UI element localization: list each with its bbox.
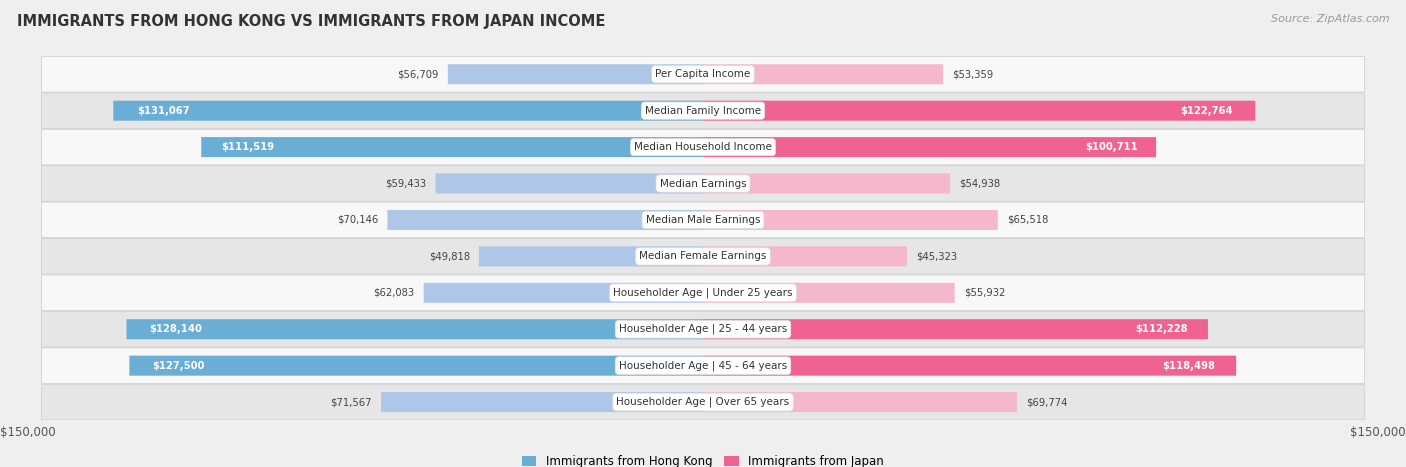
Text: $127,500: $127,500 — [152, 361, 205, 371]
FancyBboxPatch shape — [42, 57, 1364, 92]
FancyBboxPatch shape — [479, 247, 703, 266]
FancyBboxPatch shape — [703, 210, 998, 230]
Text: Median Family Income: Median Family Income — [645, 106, 761, 116]
Text: $112,228: $112,228 — [1135, 324, 1188, 334]
Legend: Immigrants from Hong Kong, Immigrants from Japan: Immigrants from Hong Kong, Immigrants fr… — [517, 450, 889, 467]
FancyBboxPatch shape — [449, 64, 703, 84]
Text: $49,818: $49,818 — [429, 251, 470, 262]
FancyBboxPatch shape — [388, 210, 703, 230]
Text: $65,518: $65,518 — [1007, 215, 1047, 225]
Text: Median Male Earnings: Median Male Earnings — [645, 215, 761, 225]
FancyBboxPatch shape — [423, 283, 703, 303]
Text: $128,140: $128,140 — [149, 324, 202, 334]
Text: $122,764: $122,764 — [1181, 106, 1233, 116]
Text: Median Household Income: Median Household Income — [634, 142, 772, 152]
FancyBboxPatch shape — [42, 311, 1364, 347]
Text: $131,067: $131,067 — [136, 106, 190, 116]
Text: $118,498: $118,498 — [1161, 361, 1215, 371]
Text: Householder Age | 25 - 44 years: Householder Age | 25 - 44 years — [619, 324, 787, 334]
FancyBboxPatch shape — [703, 64, 943, 84]
FancyBboxPatch shape — [436, 174, 703, 193]
Text: $62,083: $62,083 — [374, 288, 415, 298]
FancyBboxPatch shape — [703, 247, 907, 266]
FancyBboxPatch shape — [42, 93, 1364, 128]
FancyBboxPatch shape — [42, 384, 1364, 420]
Text: $70,146: $70,146 — [337, 215, 378, 225]
Text: Median Earnings: Median Earnings — [659, 178, 747, 189]
FancyBboxPatch shape — [703, 392, 1017, 412]
Text: $100,711: $100,711 — [1085, 142, 1137, 152]
FancyBboxPatch shape — [114, 101, 703, 120]
FancyBboxPatch shape — [381, 392, 703, 412]
Text: $71,567: $71,567 — [330, 397, 373, 407]
Text: $111,519: $111,519 — [221, 142, 274, 152]
Text: Householder Age | Under 25 years: Householder Age | Under 25 years — [613, 288, 793, 298]
Text: Median Female Earnings: Median Female Earnings — [640, 251, 766, 262]
Text: $56,709: $56,709 — [398, 69, 439, 79]
Text: Householder Age | Over 65 years: Householder Age | Over 65 years — [616, 397, 790, 407]
Text: $54,938: $54,938 — [959, 178, 1000, 189]
Text: $53,359: $53,359 — [952, 69, 993, 79]
Text: $59,433: $59,433 — [385, 178, 426, 189]
FancyBboxPatch shape — [42, 202, 1364, 238]
FancyBboxPatch shape — [703, 319, 1208, 339]
FancyBboxPatch shape — [703, 137, 1156, 157]
Text: $69,774: $69,774 — [1026, 397, 1067, 407]
FancyBboxPatch shape — [42, 129, 1364, 165]
Text: Householder Age | 45 - 64 years: Householder Age | 45 - 64 years — [619, 361, 787, 371]
FancyBboxPatch shape — [42, 348, 1364, 383]
Text: $55,932: $55,932 — [963, 288, 1005, 298]
Text: $45,323: $45,323 — [915, 251, 957, 262]
FancyBboxPatch shape — [129, 356, 703, 375]
FancyBboxPatch shape — [201, 137, 703, 157]
FancyBboxPatch shape — [42, 275, 1364, 311]
Text: IMMIGRANTS FROM HONG KONG VS IMMIGRANTS FROM JAPAN INCOME: IMMIGRANTS FROM HONG KONG VS IMMIGRANTS … — [17, 14, 605, 29]
FancyBboxPatch shape — [42, 239, 1364, 274]
Text: Per Capita Income: Per Capita Income — [655, 69, 751, 79]
FancyBboxPatch shape — [127, 319, 703, 339]
FancyBboxPatch shape — [42, 166, 1364, 201]
FancyBboxPatch shape — [703, 283, 955, 303]
FancyBboxPatch shape — [703, 101, 1256, 120]
FancyBboxPatch shape — [703, 174, 950, 193]
Text: Source: ZipAtlas.com: Source: ZipAtlas.com — [1271, 14, 1389, 24]
FancyBboxPatch shape — [703, 356, 1236, 375]
